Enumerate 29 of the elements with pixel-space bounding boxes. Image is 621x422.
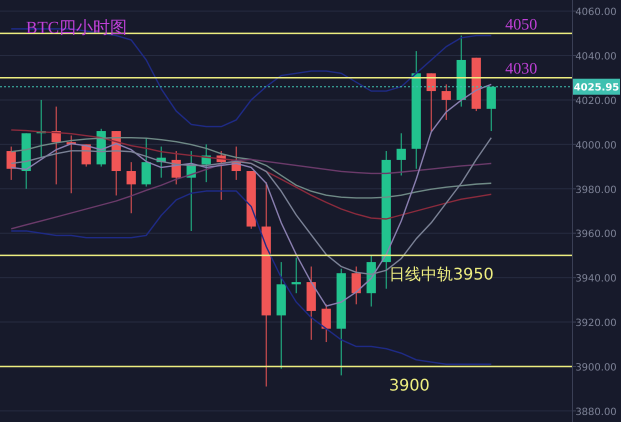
candlestick — [352, 266, 361, 305]
candlestick — [426, 72, 436, 132]
y-tick-label: 4000.00 — [575, 140, 617, 152]
candlestick — [126, 162, 136, 214]
y-tick-label: 4060.00 — [575, 7, 617, 18]
candlestick — [486, 86, 496, 132]
annotation: 4050 — [505, 16, 538, 34]
candlestick — [322, 304, 331, 343]
y-tick-label: 3880.00 — [575, 406, 617, 418]
y-tick-label: 4040.00 — [575, 52, 617, 63]
y-tick-label: 3920.00 — [575, 318, 617, 330]
candlestick — [396, 132, 406, 176]
y-tick-label: 3900.00 — [575, 362, 617, 374]
annotation: 4030 — [505, 60, 538, 78]
text: BTC四小时图 — [26, 18, 128, 37]
ref-line-label: 4025.95 — [574, 82, 620, 94]
line-series — [10, 190, 492, 365]
candlestick — [292, 257, 301, 294]
candlestick — [442, 84, 451, 120]
ref-line-label: 3900 — [388, 375, 430, 394]
line-series — [10, 129, 492, 220]
candlestick — [6, 146, 16, 180]
y-tick-label: 4020.00 — [575, 96, 617, 107]
y-tick-label: 3980.00 — [575, 184, 617, 196]
y-tick-label: 3940.00 — [575, 274, 617, 285]
line-series — [10, 158, 492, 230]
ref-line-label: 日线中轨3950 — [388, 264, 494, 284]
y-tick-label: 3960.00 — [575, 229, 617, 240]
candlestick — [142, 137, 151, 188]
